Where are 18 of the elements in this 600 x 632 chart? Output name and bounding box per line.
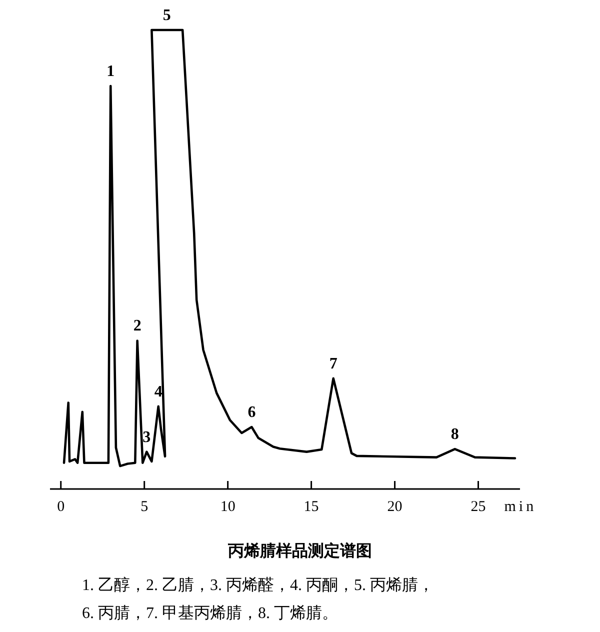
x-tick: 20 — [387, 499, 402, 515]
peak-label: 6 — [248, 404, 256, 422]
title: 丙烯腈样品测定谱图 — [228, 541, 372, 560]
x-tick: 10 — [220, 499, 236, 515]
caption: 6. 丙腈，7. 甲基丙烯腈，8. 丁烯腈。 — [82, 605, 338, 622]
x-tick: 0 — [57, 499, 65, 515]
x-tick: 25 — [470, 499, 486, 515]
peak-label: 8 — [450, 426, 459, 444]
peak-label: 1 — [106, 63, 115, 80]
x-tick: 15 — [304, 499, 319, 515]
caption: 1. 乙醇，2. 乙腈，3. 丙烯醛，4. 丙酮，5. 丙烯腈， — [82, 577, 434, 594]
peak-label: 7 — [329, 355, 338, 372]
x-label: min — [504, 499, 537, 515]
peak-label: 3 — [142, 428, 151, 446]
peak-label: 4 — [154, 383, 162, 400]
peak-label: 2 — [133, 318, 142, 335]
x-tick: 5 — [140, 499, 148, 515]
peak-label: 5 — [162, 7, 171, 24]
